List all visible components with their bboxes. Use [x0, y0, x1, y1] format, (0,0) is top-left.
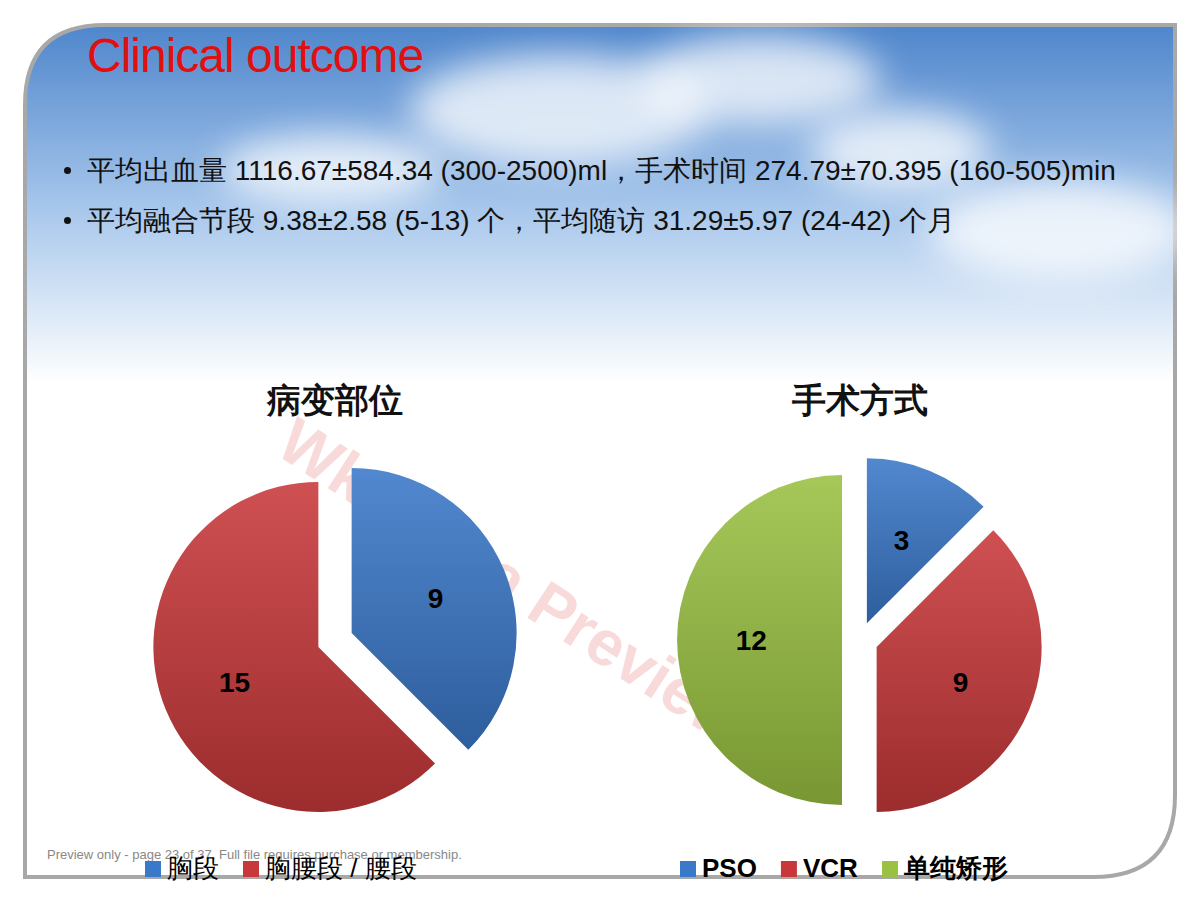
slide-canvas: Clinical outcomeWksucha PreviewPreview o…	[0, 0, 1200, 900]
cloud	[640, 35, 880, 125]
pie-slice	[153, 482, 435, 812]
chart-title: 病变部位	[266, 381, 403, 419]
legend-swatch	[243, 861, 259, 877]
slide-frame	[25, 25, 1175, 877]
legend-label: 单纯矫形	[903, 853, 1008, 883]
pie-chart: 病变部位 9 15 胸段 胸腰段 / 腰段	[145, 381, 517, 883]
legend-label: PSO	[702, 853, 757, 883]
data-label: 3	[894, 525, 910, 556]
chart-title: 手术方式	[791, 381, 928, 419]
data-label: 15	[219, 667, 250, 698]
bullet-list: 平均出血量 1116.67±584.34 (300-2500)ml，手术时间 2…	[62, 150, 1142, 250]
legend-swatch	[882, 861, 898, 877]
pie-chart: 手术方式 3 9 12 PSO VCR 单纯矫形	[677, 381, 1042, 883]
pie-slice	[677, 475, 842, 805]
bullet: 平均出血量 1116.67±584.34 (300-2500)ml，手术时间 2…	[62, 150, 1142, 192]
data-label: 9	[428, 583, 444, 614]
data-label: 9	[953, 667, 969, 698]
bullet-text: 平均出血量 1116.67±584.34 (300-2500)ml，手术时间 2…	[87, 155, 1116, 186]
bullet: 平均融合节段 9.38±2.58 (5-13) 个，平均随访 31.29±5.9…	[62, 200, 1142, 242]
bullet-text: 平均融合节段 9.38±2.58 (5-13) 个，平均随访 31.29±5.9…	[87, 205, 955, 236]
pie-slice	[877, 530, 1042, 812]
legend-swatch	[781, 861, 797, 877]
legend-label: VCR	[803, 853, 858, 883]
legend-swatch	[145, 861, 161, 877]
legend-label: 胸腰段 / 腰段	[265, 853, 417, 883]
legend-swatch	[680, 861, 696, 877]
data-label: 12	[736, 625, 767, 656]
slide-title: Clinical outcome	[87, 29, 423, 82]
cloud	[930, 180, 1190, 280]
legend-label: 胸段	[167, 853, 219, 883]
bullet-dot	[64, 167, 71, 174]
bullet-dot	[64, 217, 71, 224]
